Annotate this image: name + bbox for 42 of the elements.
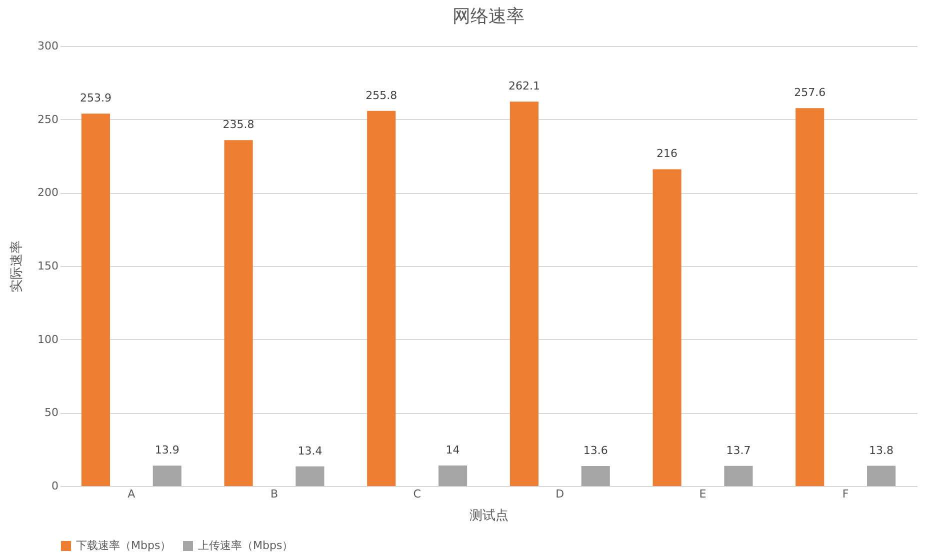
- bar: [581, 466, 610, 486]
- y-tick-label: 50: [44, 406, 58, 420]
- x-axis-title: 测试点: [470, 508, 508, 524]
- data-label: 235.8: [222, 118, 254, 132]
- y-tick-label: 250: [38, 112, 58, 126]
- x-tick-label: B: [270, 488, 278, 500]
- x-tick-label: E: [699, 488, 706, 500]
- bar: [152, 466, 182, 486]
- bar: [724, 466, 753, 486]
- x-tick-label: F: [842, 488, 849, 500]
- data-label: 13.8: [869, 444, 894, 457]
- x-tick-label: A: [128, 488, 136, 500]
- data-label: 253.9: [80, 92, 112, 105]
- data-label: 13.9: [154, 444, 180, 457]
- y-tick-label: 0: [52, 480, 58, 492]
- bar: [796, 108, 824, 486]
- y-tick-label: 300: [38, 40, 58, 52]
- chart-title: 网络速率: [452, 6, 524, 27]
- data-label: 13.6: [583, 444, 608, 458]
- bar: [867, 466, 896, 486]
- data-label: 262.1: [508, 80, 540, 93]
- bar: [438, 465, 468, 486]
- data-label: 13.7: [726, 444, 751, 457]
- data-label: 14: [446, 443, 460, 456]
- bar: [367, 110, 396, 486]
- bar: [296, 466, 324, 486]
- data-label: 13.4: [298, 444, 322, 458]
- y-tick-label: 200: [38, 186, 58, 200]
- bar: [652, 169, 682, 486]
- legend-label: 下载速率（Mbps）: [76, 539, 172, 552]
- x-tick-label: D: [556, 488, 564, 500]
- y-tick-label: 100: [38, 332, 58, 346]
- y-tick-label: 150: [38, 260, 58, 272]
- data-label: 216: [656, 147, 678, 160]
- legend-label: 上传速率（Mbps）: [198, 539, 294, 552]
- data-label: 255.8: [366, 88, 398, 102]
- bar: [224, 140, 253, 486]
- bar: [510, 102, 538, 486]
- x-tick-label: C: [413, 488, 422, 500]
- data-label: 257.6: [794, 86, 826, 100]
- y-axis-title: 实际速率: [8, 240, 25, 292]
- bar: [81, 114, 110, 486]
